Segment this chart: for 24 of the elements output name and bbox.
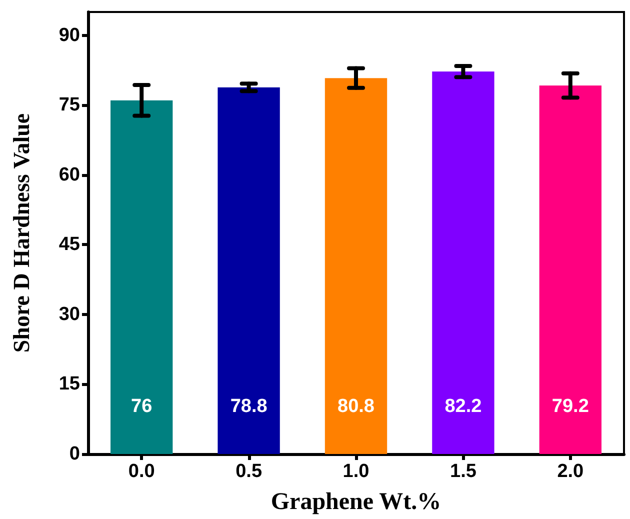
- y-tick-label: 60: [58, 164, 80, 186]
- bar: [218, 87, 280, 454]
- y-tick-label: 0: [69, 444, 80, 464]
- bar: [432, 72, 494, 454]
- x-axis-title: Graphene Wt.%: [270, 489, 442, 515]
- bar: [110, 100, 173, 454]
- x-tick-label: 2.0: [557, 461, 584, 482]
- x-tick-label: 0.5: [236, 461, 262, 482]
- x-tick-label: 0.0: [128, 461, 155, 482]
- x-tick-label: 1.0: [342, 461, 370, 482]
- bar: [539, 86, 602, 454]
- data-label: 80.8: [338, 396, 374, 417]
- bar: [324, 78, 388, 454]
- data-label: 78.8: [230, 396, 268, 417]
- y-tick-label: 45: [58, 234, 80, 256]
- y-tick-label: 90: [58, 24, 80, 46]
- y-tick-label: 30: [58, 304, 80, 325]
- data-label: 76: [131, 396, 152, 417]
- y-tick-label: 75: [58, 94, 80, 116]
- y-axis-title: Shore D Hardness Value: [9, 113, 34, 353]
- y-tick-label: 15: [58, 374, 80, 395]
- data-label: 79.2: [552, 396, 589, 417]
- data-label: 82.2: [444, 396, 482, 417]
- x-tick-label: 1.5: [450, 461, 477, 482]
